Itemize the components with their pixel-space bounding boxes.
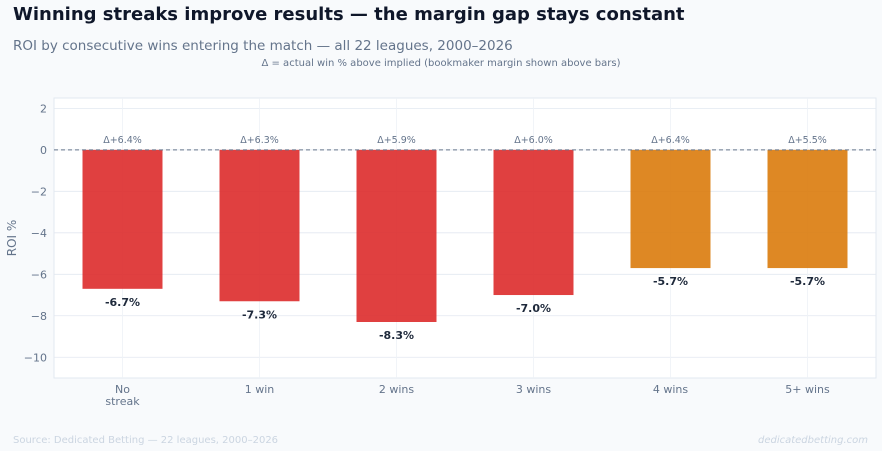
x-tick-label: No <box>115 383 130 396</box>
x-tick-label: 4 wins <box>653 383 689 396</box>
bar-value-label: -5.7% <box>653 275 688 288</box>
y-tick-label: −8 <box>31 310 47 323</box>
bar <box>630 149 711 269</box>
y-tick-label: −4 <box>31 227 47 240</box>
x-tick-label: streak <box>105 395 140 408</box>
delta-label: Δ+6.3% <box>240 135 279 146</box>
x-tick-label: 5+ wins <box>785 383 830 396</box>
source-note: Source: Dedicated Betting — 22 leagues, … <box>13 435 279 446</box>
delta-label: Δ+5.9% <box>377 135 416 146</box>
bar-value-label: -5.7% <box>790 275 825 288</box>
chart-subtitle: ROI by consecutive wins entering the mat… <box>13 38 513 54</box>
y-tick-label: −2 <box>31 185 47 198</box>
y-tick-label: −6 <box>31 268 47 281</box>
bar-value-label: -7.3% <box>242 308 277 321</box>
x-tick-label: 1 win <box>245 383 275 396</box>
bar <box>356 149 437 322</box>
delta-label: Δ+6.0% <box>514 135 553 146</box>
bar <box>493 149 574 296</box>
bar <box>82 149 163 289</box>
bar <box>767 149 848 269</box>
chart-title: Winning streaks improve results — the ma… <box>13 4 685 25</box>
bar <box>219 149 300 302</box>
y-axis-label: ROI % <box>5 220 19 257</box>
bar-value-label: -8.3% <box>379 329 414 342</box>
x-tick-label: 3 wins <box>516 383 552 396</box>
brand-watermark: dedicatedbetting.com <box>757 435 868 446</box>
delta-label: Δ+6.4% <box>651 135 690 146</box>
delta-label: Δ+6.4% <box>103 135 142 146</box>
chart-note: Δ = actual win % above implied (bookmake… <box>261 58 621 69</box>
bar-value-label: -6.7% <box>105 296 140 309</box>
y-tick-label: 0 <box>40 144 47 157</box>
y-tick-label: 2 <box>40 102 47 115</box>
y-tick-label: −10 <box>24 351 47 364</box>
bar-value-label: -7.0% <box>516 302 551 315</box>
delta-label: Δ+5.5% <box>788 135 827 146</box>
plot-area <box>53 97 877 379</box>
x-tick-label: 2 wins <box>379 383 415 396</box>
